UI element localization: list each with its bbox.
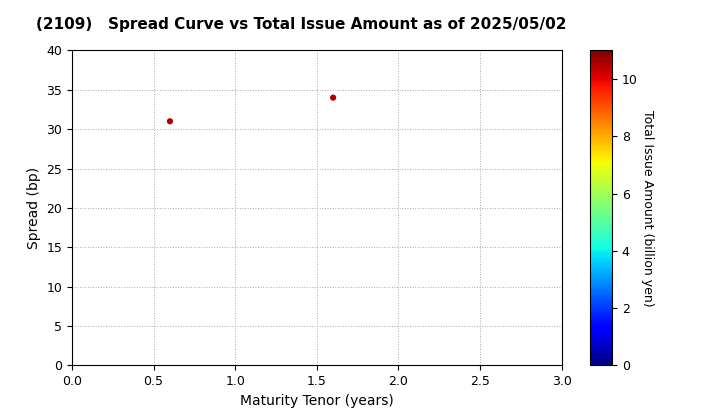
Text: (2109)   Spread Curve vs Total Issue Amount as of 2025/05/02: (2109) Spread Curve vs Total Issue Amoun… [36,17,567,32]
Y-axis label: Total Issue Amount (billion yen): Total Issue Amount (billion yen) [642,110,654,306]
Point [164,118,176,125]
Point [328,94,339,101]
Y-axis label: Spread (bp): Spread (bp) [27,167,41,249]
X-axis label: Maturity Tenor (years): Maturity Tenor (years) [240,394,394,408]
